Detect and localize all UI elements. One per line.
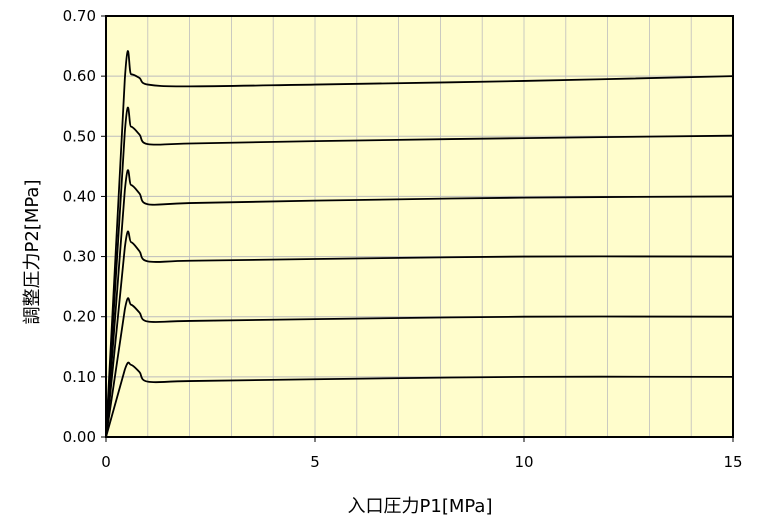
x-tick-label: 15 <box>723 453 742 471</box>
x-tick-label: 0 <box>101 453 111 471</box>
y-tick-label: 0.20 <box>63 308 96 326</box>
series-line-5 <box>105 106 734 438</box>
ticks-layer: 0.00 0.10 0.20 0.30 0.40 0.50 0.60 0.70 0 5 10 15 <box>63 7 743 471</box>
series-line-3 <box>105 230 734 438</box>
y-tick-label: 0.40 <box>63 187 96 205</box>
series-layer <box>105 50 734 438</box>
y-tick-label: 0.00 <box>63 428 96 446</box>
x-tick-label: 10 <box>514 453 533 471</box>
series-line-1 <box>105 361 734 438</box>
y-tick-label: 0.50 <box>63 127 96 145</box>
y-tick-label: 0.30 <box>63 248 96 266</box>
y-tick-label: 0.60 <box>63 67 96 85</box>
y-axis-title: 調整圧力P2[MPa] <box>22 180 43 325</box>
x-tick-label: 5 <box>310 453 320 471</box>
x-axis-title: 入口圧力P1[MPa] <box>348 496 493 517</box>
series-line-2 <box>105 297 734 438</box>
y-tick-label: 0.70 <box>63 7 96 25</box>
series-line-6 <box>105 50 734 438</box>
plot-frame <box>105 15 734 438</box>
series-line-4 <box>105 169 734 438</box>
y-tick-label: 0.10 <box>63 368 96 386</box>
